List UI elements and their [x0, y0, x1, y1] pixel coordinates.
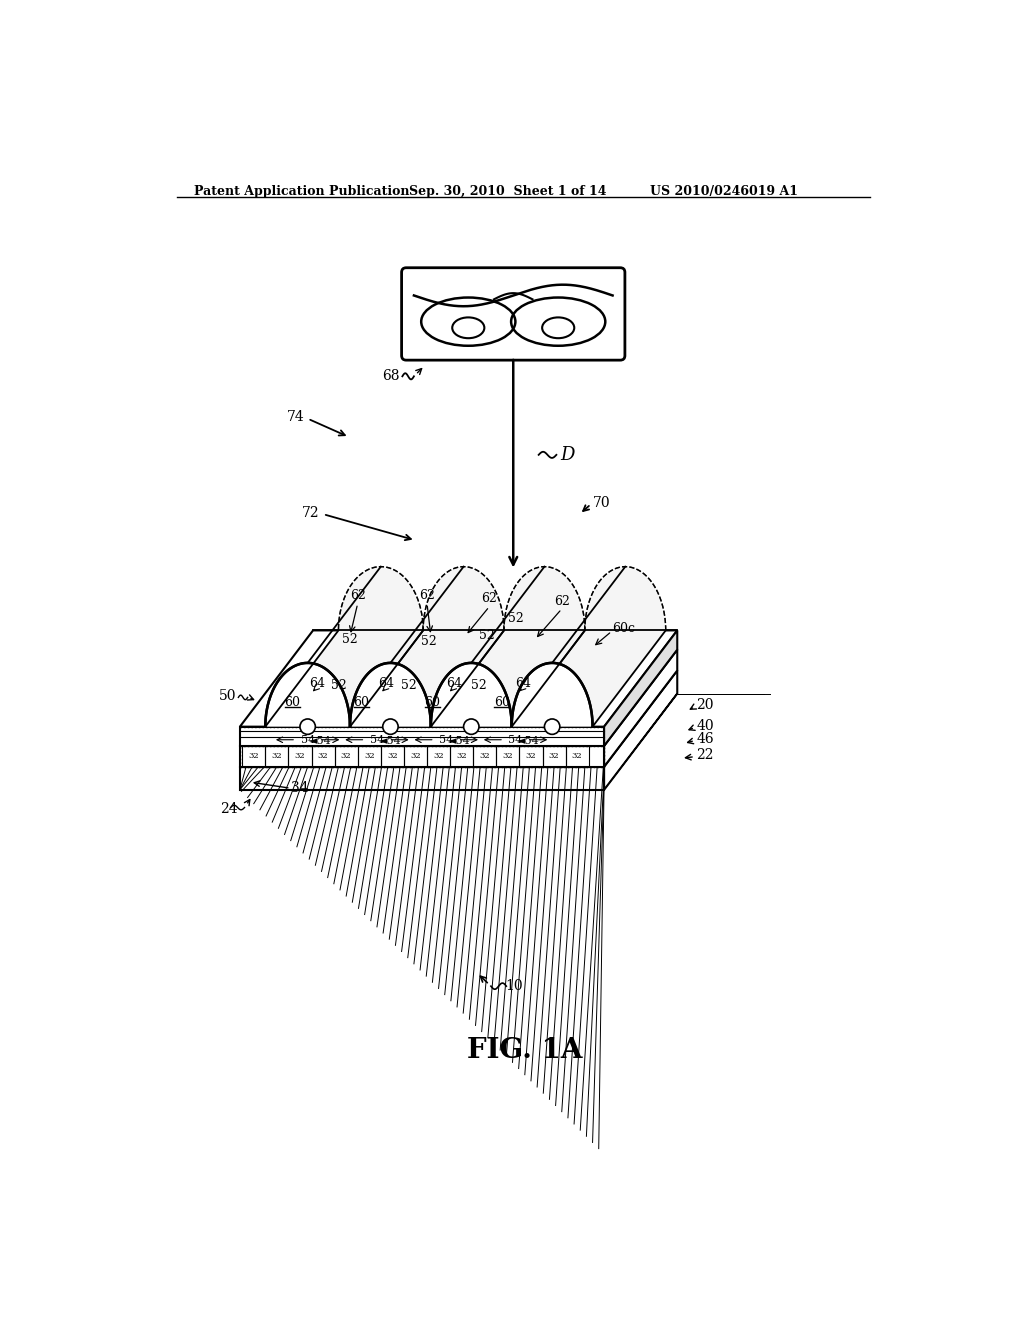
Polygon shape — [265, 663, 350, 726]
Text: 46: 46 — [696, 733, 714, 746]
Text: 60c: 60c — [611, 622, 635, 635]
Polygon shape — [240, 671, 677, 767]
Text: FIG. 1A: FIG. 1A — [467, 1036, 583, 1064]
Text: 52: 52 — [401, 680, 417, 693]
Text: 52: 52 — [471, 680, 486, 693]
Text: ◄54: ◄54 — [517, 735, 540, 746]
Text: 68: 68 — [383, 370, 400, 383]
Text: Sep. 30, 2010  Sheet 1 of 14: Sep. 30, 2010 Sheet 1 of 14 — [410, 185, 607, 198]
Polygon shape — [431, 566, 585, 726]
Text: Patent Application Publication: Patent Application Publication — [194, 185, 410, 198]
Circle shape — [545, 719, 560, 734]
Text: 54: 54 — [300, 735, 314, 744]
Text: 52: 52 — [479, 630, 495, 643]
Text: 62: 62 — [481, 593, 498, 606]
FancyBboxPatch shape — [401, 268, 625, 360]
Text: 54: 54 — [509, 735, 522, 744]
Polygon shape — [240, 746, 604, 767]
Text: ◄54: ◄54 — [447, 735, 471, 746]
Circle shape — [300, 719, 315, 734]
Polygon shape — [512, 566, 666, 726]
Text: 32: 32 — [341, 752, 351, 760]
Polygon shape — [604, 649, 677, 767]
Text: 64: 64 — [515, 677, 531, 690]
Text: 32: 32 — [295, 752, 305, 760]
Text: 32: 32 — [317, 752, 329, 760]
Text: 52: 52 — [422, 635, 437, 648]
Text: 10: 10 — [505, 979, 523, 993]
Text: 32: 32 — [479, 752, 490, 760]
Text: 32: 32 — [433, 752, 443, 760]
Polygon shape — [240, 726, 604, 746]
Circle shape — [464, 719, 479, 734]
Text: 32: 32 — [571, 752, 583, 760]
Text: ◄54: ◄54 — [379, 735, 401, 746]
Text: 64: 64 — [378, 677, 394, 690]
Text: 40: 40 — [696, 719, 714, 733]
Text: 52: 52 — [508, 612, 523, 626]
Text: 50: 50 — [219, 689, 237, 702]
Text: 32: 32 — [387, 752, 397, 760]
Text: 34: 34 — [291, 781, 309, 795]
Text: 52: 52 — [331, 680, 346, 693]
Text: 32: 32 — [503, 752, 513, 760]
Polygon shape — [431, 663, 512, 726]
Text: 54: 54 — [439, 735, 454, 744]
Circle shape — [383, 719, 398, 734]
Polygon shape — [604, 671, 677, 789]
Text: 20: 20 — [696, 698, 714, 711]
Polygon shape — [240, 631, 677, 726]
Text: 60: 60 — [353, 696, 370, 709]
Text: 32: 32 — [364, 752, 375, 760]
Text: 32: 32 — [271, 752, 283, 760]
Text: 32: 32 — [411, 752, 421, 760]
Text: 62: 62 — [419, 589, 435, 602]
Text: 60: 60 — [424, 696, 440, 709]
Text: 64: 64 — [309, 677, 325, 690]
Polygon shape — [350, 663, 431, 726]
Text: 24: 24 — [220, 803, 238, 816]
Text: 32: 32 — [249, 752, 259, 760]
Text: US 2010/0246019 A1: US 2010/0246019 A1 — [650, 185, 799, 198]
Text: 32: 32 — [457, 752, 467, 760]
Polygon shape — [512, 663, 593, 726]
Text: 74: 74 — [287, 411, 304, 424]
Text: 22: 22 — [696, 748, 714, 762]
Polygon shape — [604, 631, 677, 746]
Text: ◄54: ◄54 — [309, 735, 332, 746]
Text: 54: 54 — [370, 735, 384, 744]
Polygon shape — [265, 566, 423, 726]
Text: 70: 70 — [593, 495, 610, 510]
Text: 62: 62 — [350, 589, 366, 602]
Text: 72: 72 — [302, 506, 319, 520]
Text: 32: 32 — [549, 752, 559, 760]
Text: 60: 60 — [285, 696, 300, 709]
Polygon shape — [240, 649, 677, 746]
Polygon shape — [240, 767, 604, 789]
Text: 60: 60 — [494, 696, 510, 709]
Text: 32: 32 — [525, 752, 537, 760]
Text: 62: 62 — [554, 594, 569, 607]
Text: 64: 64 — [446, 677, 462, 690]
Polygon shape — [350, 566, 504, 726]
Text: D: D — [560, 446, 574, 463]
Text: 52: 52 — [342, 634, 357, 647]
